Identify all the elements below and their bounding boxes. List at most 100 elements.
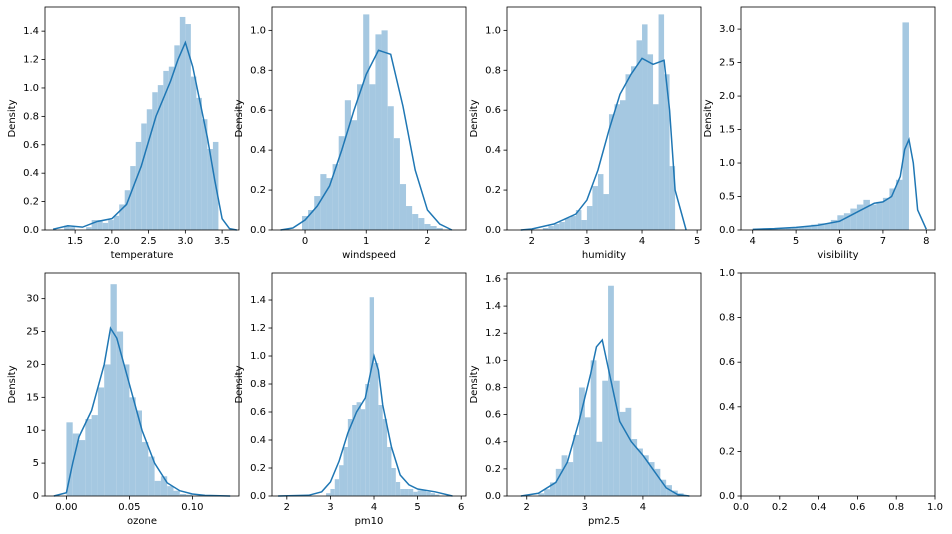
histogram-bar [597,174,604,230]
histogram-bar [811,224,818,230]
y-tick-label: 0.2 [485,185,501,196]
y-tick-label: 30 [26,294,39,305]
y-tick-label: 1.2 [250,323,266,334]
histogram-bar [141,123,147,230]
histogram-bar [436,228,443,230]
y-tick-label: 0.2 [23,197,39,208]
axes-frame [506,6,702,231]
x-tick-label: 6 [458,502,464,513]
x-tick-label: 2.0 [104,236,120,247]
histogram-bar [173,490,180,496]
axes-frame [271,6,467,231]
x-tick-label: 6 [836,236,842,247]
histogram-bar [374,363,379,496]
x-tick-label: 2 [424,236,430,247]
x-tick-label: 0.4 [811,502,827,513]
y-tick-label: 1.2 [485,328,501,339]
y-tick-label: 0.0 [250,491,266,502]
histogram-bar [584,417,591,496]
histogram-bar [135,410,142,496]
histogram-bar [619,100,626,231]
axes-frame [740,272,936,497]
histogram-bar [647,54,654,231]
histogram-bar [654,468,661,496]
histogram-bar [642,24,648,230]
x-axis-label: pm10 [355,516,384,527]
y-tick-label: 0.6 [485,105,501,116]
y-tick-label: 20 [26,359,39,370]
histogram-bar [97,387,105,496]
y-tick-label: 0.2 [719,446,735,457]
y-tick-label: 1.4 [23,26,39,37]
histogram-bar [314,196,321,230]
x-axis-label: humidity [582,250,626,261]
histogram-bar [876,201,883,230]
y-tick-label: 1.5 [719,125,735,136]
histogram-bar [160,476,168,496]
x-tick-label: 0.2 [772,502,788,513]
histogram-bar [152,92,158,230]
y-tick-label: 0.6 [485,410,501,421]
histogram-bar [817,223,825,230]
histogram-bar [581,220,587,230]
histogram-bar [658,14,665,231]
x-tick-label: 3 [584,236,590,247]
kde-line [53,326,231,497]
y-tick-label: 0.6 [250,407,266,418]
histogram-bar [338,136,345,230]
x-axis-label: windspeed [342,250,396,261]
y-tick-label: 0.6 [719,357,735,368]
y-tick-label: 0.0 [23,225,39,236]
kde-line [752,137,928,231]
histogram-bar [669,166,676,230]
histogram-bar [625,74,632,230]
histogram-bar [590,360,597,496]
x-tick-label: 3.0 [177,236,193,247]
histogram-bar [102,222,109,230]
histogram-bar [352,405,357,496]
y-axis-label: Density [469,365,480,403]
histogram-bar [542,228,549,230]
x-tick-label: 4 [639,236,645,247]
y-tick-label: 0.6 [250,105,266,116]
x-axis-label: temperature [111,250,174,261]
y-axis-label: Density [469,99,480,137]
histogram-bar [430,493,436,496]
histogram-bar [592,186,598,230]
histogram-bar [174,45,180,231]
histogram-bar [179,16,186,231]
histogram-bar [642,455,649,496]
y-axis-label: Density [703,99,714,137]
histogram-bar [553,224,560,230]
x-tick-label: 0 [302,236,308,247]
histogram-bar [148,456,155,496]
histogram-bar [186,494,193,496]
histogram-bar [412,214,419,230]
histogram-bar [85,419,92,496]
x-tick-label: 2 [529,236,535,247]
histogram-bar [608,114,615,230]
histogram-bar [168,66,175,230]
y-tick-label: 0 [33,491,39,502]
histogram-bar [785,227,792,230]
axes-frame [44,272,240,497]
y-tick-label: 3.0 [719,24,735,35]
x-tick-label: 4 [371,502,377,513]
y-tick-label: 0.8 [23,111,39,122]
y-tick-label: 0.8 [250,65,266,76]
histogram-bar [69,227,76,230]
y-tick-label: 0.8 [485,65,501,76]
histogram-bar [382,419,388,496]
x-tick-label: 8 [923,236,929,247]
x-tick-label: 0.05 [118,502,140,513]
histogram-bar [391,468,396,496]
histogram-bar [179,494,187,496]
x-tick-label: 0.10 [181,502,203,513]
x-tick-label: 5 [414,502,420,513]
y-axis-label: Density [234,365,245,403]
histogram-bar [108,220,114,230]
y-tick-label: 1.2 [23,55,39,66]
histogram-bar [369,84,376,230]
histogram-bar [104,364,111,496]
